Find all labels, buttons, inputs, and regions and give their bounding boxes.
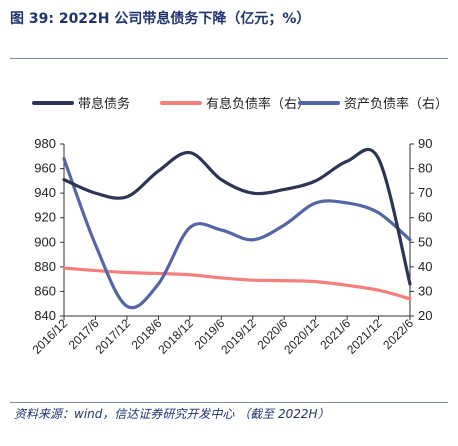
y-left-tick-label: 880: [34, 259, 56, 274]
y-right-tick-label: 80: [418, 161, 432, 176]
x-tick-label: 2017/12: [92, 316, 133, 357]
y-right-tick-label: 50: [418, 234, 432, 249]
y-right-tick-label: 90: [418, 136, 432, 151]
legend: 带息债务 有息负债率（右） 资产负债率（右）: [32, 96, 448, 112]
x-tick-label: 2021/12: [344, 316, 385, 357]
chart-title: 图 39: 2022H 公司带息债务下降（亿元；%）: [10, 11, 311, 27]
series-line-interest-bearing-debt: [62, 147, 412, 286]
series-layer: [62, 147, 412, 310]
legend-label: 资产负债率（右）: [344, 96, 448, 112]
axes: 840 860 880 900 920 940 960 980 20 30 40 50 60 70 80 90…: [30, 136, 433, 357]
source-note: 资料来源：wind，信达证券研究开发中心 （截至 2022H）: [14, 407, 330, 421]
x-tick-label: 2018/12: [155, 316, 196, 357]
x-tick-label: 2019/12: [218, 316, 259, 357]
legend-item-interest-debt-ratio: 有息负债率（右）: [160, 96, 310, 112]
x-tick-label: 2022/6: [380, 316, 416, 352]
legend-item-interest-bearing-debt: 带息债务: [32, 96, 130, 112]
y-left-tick-label: 840: [34, 308, 56, 323]
y-left-tick-label: 860: [34, 283, 56, 298]
y-left-tick-label: 920: [34, 210, 56, 225]
x-tick-label: 2020/12: [281, 316, 322, 357]
series-line-asset-liability-ratio: [62, 157, 412, 310]
y-left-tick-label: 960: [34, 161, 56, 176]
legend-label: 带息债务: [78, 96, 130, 112]
top-divider: [10, 58, 448, 59]
y-left-tick-label: 940: [34, 185, 56, 200]
series-line-interest-debt-ratio: [62, 266, 412, 301]
y-right-tick-label: 70: [418, 185, 432, 200]
bottom-divider: [10, 402, 448, 403]
y-right-tick-label: 30: [418, 283, 432, 298]
y-left-tick-label: 980: [34, 136, 56, 151]
y-right-tick-label: 20: [418, 308, 432, 323]
y-left-tick-label: 900: [34, 234, 56, 249]
y-right-tick-label: 40: [418, 259, 432, 274]
y-right-tick-label: 60: [418, 210, 432, 225]
legend-item-asset-liability-ratio: 资产负债率（右）: [298, 96, 448, 112]
legend-label: 有息负债率（右）: [206, 96, 310, 112]
